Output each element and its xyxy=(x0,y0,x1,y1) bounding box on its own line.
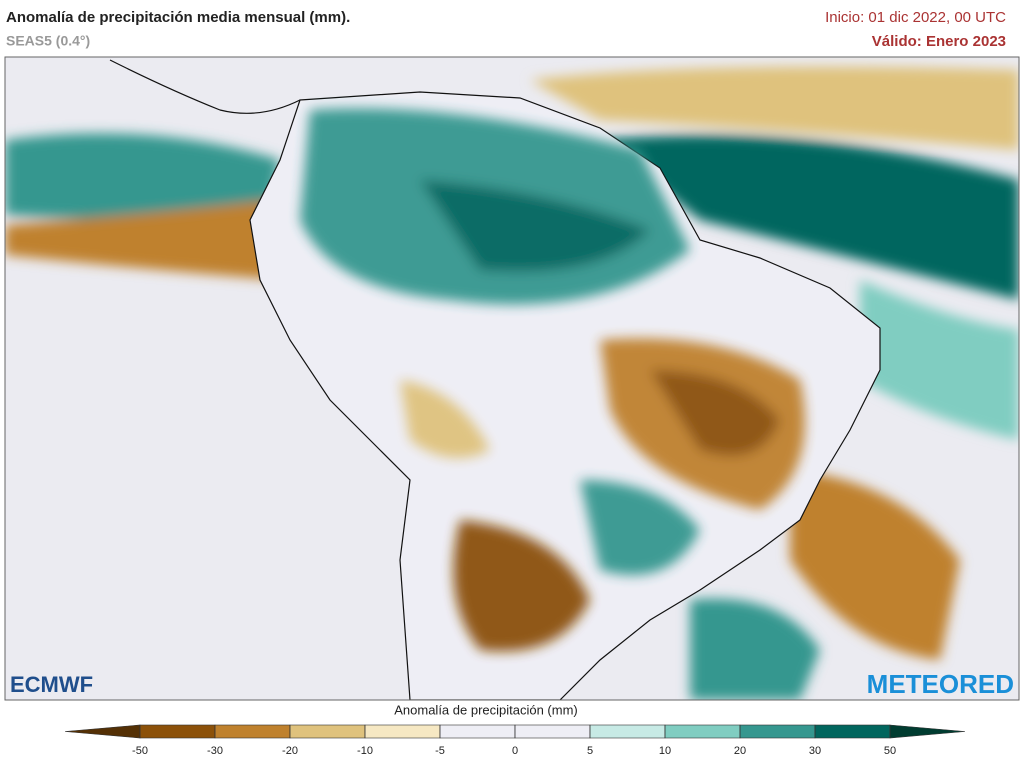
colorbar-bin xyxy=(439,724,516,739)
colorbar-bin xyxy=(289,724,366,739)
colorbar-bin xyxy=(814,724,891,739)
model: SEAS5 (0.4°) xyxy=(6,33,90,49)
colorbar-tick-label: 20 xyxy=(734,745,746,757)
colorbar-tick-label: 30 xyxy=(809,745,821,757)
colorbar-tick-label: 10 xyxy=(659,745,671,757)
colorbar-bin xyxy=(214,724,291,739)
colorbar-bin xyxy=(139,724,216,739)
colorbar-tick-label: 5 xyxy=(587,745,593,757)
colorbar-tick-label: -50 xyxy=(132,745,148,757)
title: Anomalía de precipitación media mensual … xyxy=(6,9,350,26)
colorbar-title: Anomalía de precipitación (mm) xyxy=(394,702,578,717)
colorbar-arrow xyxy=(889,724,966,739)
logo-ecmwf: ECMWF xyxy=(10,672,93,697)
colorbar-tick-label: -5 xyxy=(435,745,445,757)
colorbar-bin xyxy=(514,724,591,739)
colorbar: -50 -30 -20 -10 -5 0 5 10 20 30 50 xyxy=(64,724,966,757)
colorbar-tick-label: 0 xyxy=(512,745,518,757)
valid-time: Válido: Enero 2023 xyxy=(872,33,1006,50)
colorbar-tick-label: -30 xyxy=(207,745,223,757)
init-time: Inicio: 01 dic 2022, 00 UTC xyxy=(825,9,1006,26)
colorbar-bin xyxy=(739,724,816,739)
map xyxy=(4,56,1020,701)
colorbar-bin xyxy=(664,724,741,739)
colorbar-tick-label: 50 xyxy=(884,745,896,757)
colorbar-bin xyxy=(589,724,666,739)
colorbar-arrow xyxy=(64,724,141,739)
logo-meteored: METEORED xyxy=(867,669,1014,699)
colorbar-tick-label: -20 xyxy=(282,745,298,757)
colorbar-tick-label: -10 xyxy=(357,745,373,757)
colorbar-bin xyxy=(364,724,441,739)
